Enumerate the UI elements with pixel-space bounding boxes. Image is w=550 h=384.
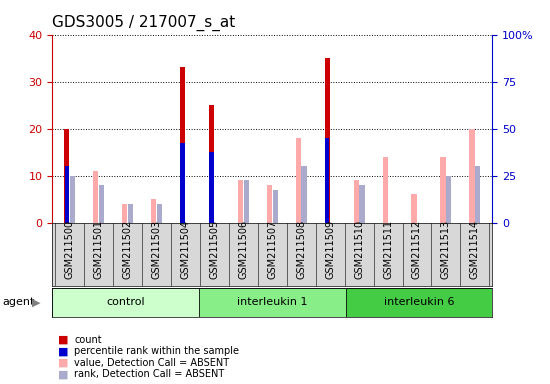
Bar [99, 185, 104, 223]
Bar [122, 204, 127, 223]
Bar [238, 180, 243, 223]
Bar [52, 288, 199, 317]
Bar [296, 138, 301, 223]
Bar [383, 157, 388, 223]
Text: GDS3005 / 217007_s_at: GDS3005 / 217007_s_at [52, 15, 235, 31]
Text: interleukin 1: interleukin 1 [237, 297, 307, 308]
Bar [441, 157, 446, 223]
Text: ■: ■ [58, 335, 68, 345]
Bar [128, 204, 133, 223]
Bar [157, 204, 162, 223]
Bar [64, 129, 69, 223]
Bar [65, 166, 69, 223]
Bar [273, 190, 278, 223]
Bar [209, 105, 214, 223]
Text: value, Detection Call = ABSENT: value, Detection Call = ABSENT [74, 358, 229, 368]
Bar [93, 171, 98, 223]
Bar [210, 152, 213, 223]
Bar [70, 176, 75, 223]
Bar [345, 288, 492, 317]
Text: ■: ■ [58, 358, 68, 368]
Text: control: control [106, 297, 145, 308]
Bar [359, 185, 365, 223]
Bar [324, 58, 330, 223]
Bar [469, 129, 475, 223]
Bar [446, 176, 452, 223]
Bar [475, 166, 480, 223]
Bar [180, 68, 185, 223]
Text: ■: ■ [58, 369, 68, 379]
Bar [244, 180, 249, 223]
Bar [151, 199, 156, 223]
Bar [180, 143, 185, 223]
Text: ▶: ▶ [32, 297, 40, 308]
Bar [267, 185, 272, 223]
Bar [301, 166, 307, 223]
Bar [411, 195, 417, 223]
Text: agent: agent [3, 297, 35, 308]
Bar [325, 138, 329, 223]
Text: percentile rank within the sample: percentile rank within the sample [74, 346, 239, 356]
Bar [199, 288, 345, 317]
Text: interleukin 6: interleukin 6 [384, 297, 454, 308]
Bar [354, 180, 359, 223]
Text: rank, Detection Call = ABSENT: rank, Detection Call = ABSENT [74, 369, 224, 379]
Text: ■: ■ [58, 346, 68, 356]
Text: count: count [74, 335, 102, 345]
